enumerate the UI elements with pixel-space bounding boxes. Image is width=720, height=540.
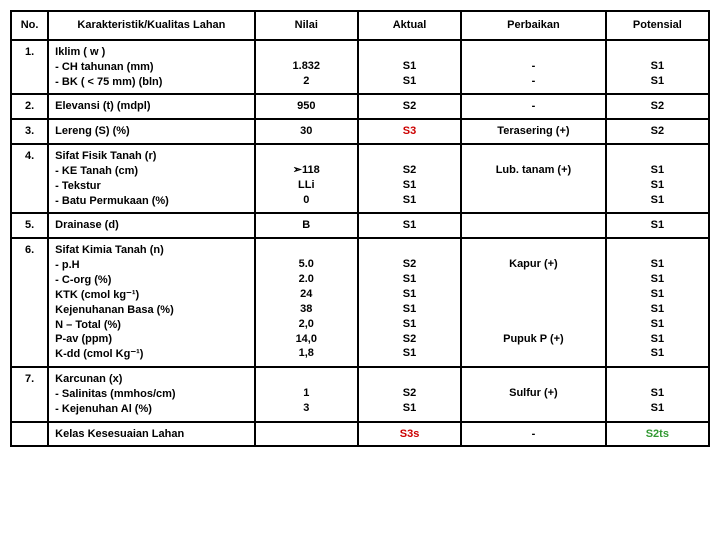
cell-perbaikan (461, 213, 606, 238)
cell-nilai: B (255, 213, 358, 238)
cell-no: 2. (11, 94, 48, 119)
cell-perbaikan: Sulfur (+) (461, 367, 606, 422)
cell-perbaikan: Lub. tanam (+) (461, 144, 606, 213)
cell-potensial: S2ts (606, 422, 709, 447)
table-row: 2. Elevansi (t) (mdpl) 950 S2 - S2 (11, 94, 709, 119)
cell-aktual: S2 (358, 94, 461, 119)
header-potensial: Potensial (606, 11, 709, 40)
cell-nilai: 1 3 (255, 367, 358, 422)
cell-aktual: S2 S1 S1 (358, 144, 461, 213)
cell-potensial: S2 (606, 94, 709, 119)
cell-kar: Sifat Fisik Tanah (r) - KE Tanah (cm) - … (48, 144, 255, 213)
cell-nilai: 950 (255, 94, 358, 119)
table-row: 7. Karcunan (x) - Salinitas (mmhos/cm) -… (11, 367, 709, 422)
header-karakteristik: Karakteristik/Kualitas Lahan (48, 11, 255, 40)
cell-kar: Drainase (d) (48, 213, 255, 238)
cell-aktual: S3 (358, 119, 461, 144)
table-row: 1. Iklim ( w ) - CH tahunan (mm) - BK ( … (11, 40, 709, 95)
cell-no: 1. (11, 40, 48, 95)
table-row: 5. Drainase (d) B S1 S1 (11, 213, 709, 238)
cell-no (11, 422, 48, 447)
table-row: 6. Sifat Kimia Tanah (n) - p.H - C-org (… (11, 238, 709, 367)
cell-no: 4. (11, 144, 48, 213)
table-row: 3. Lereng (S) (%) 30 S3 Terasering (+) S… (11, 119, 709, 144)
cell-aktual: S2 S1 (358, 367, 461, 422)
header-nilai: Nilai (255, 11, 358, 40)
cell-perbaikan: - (461, 422, 606, 447)
cell-perbaikan: - - (461, 40, 606, 95)
cell-potensial: S1 S1 (606, 367, 709, 422)
cell-aktual: S1 (358, 213, 461, 238)
cell-nilai: ➢118 LLi 0 (255, 144, 358, 213)
cell-nilai (255, 422, 358, 447)
cell-no: 6. (11, 238, 48, 367)
cell-nilai: 5.0 2.0 24 38 2,0 14,0 1,8 (255, 238, 358, 367)
cell-perbaikan: Kapur (+) Pupuk P (+) (461, 238, 606, 367)
cell-no: 3. (11, 119, 48, 144)
cell-perbaikan: - (461, 94, 606, 119)
header-perbaikan: Perbaikan (461, 11, 606, 40)
cell-kar: Lereng (S) (%) (48, 119, 255, 144)
cell-perbaikan: Terasering (+) (461, 119, 606, 144)
header-no: No. (11, 11, 48, 40)
cell-kar: Sifat Kimia Tanah (n) - p.H - C-org (%) … (48, 238, 255, 367)
cell-aktual: S2 S1 S1 S1 S1 S2 S1 (358, 238, 461, 367)
table-row: Kelas Kesesuaian Lahan S3s - S2ts (11, 422, 709, 447)
table-header-row: No. Karakteristik/Kualitas Lahan Nilai A… (11, 11, 709, 40)
land-suitability-table: No. Karakteristik/Kualitas Lahan Nilai A… (10, 10, 710, 447)
cell-kar: Iklim ( w ) - CH tahunan (mm) - BK ( < 7… (48, 40, 255, 95)
cell-kar: Karcunan (x) - Salinitas (mmhos/cm) - Ke… (48, 367, 255, 422)
cell-no: 7. (11, 367, 48, 422)
table-row: 4. Sifat Fisik Tanah (r) - KE Tanah (cm)… (11, 144, 709, 213)
cell-potensial: S1 (606, 213, 709, 238)
cell-nilai: 30 (255, 119, 358, 144)
cell-potensial: S2 (606, 119, 709, 144)
cell-kar: Elevansi (t) (mdpl) (48, 94, 255, 119)
cell-aktual: S3s (358, 422, 461, 447)
cell-aktual: S1 S1 (358, 40, 461, 95)
header-aktual: Aktual (358, 11, 461, 40)
cell-no: 5. (11, 213, 48, 238)
cell-potensial: S1 S1 S1 S1 S1 S1 S1 (606, 238, 709, 367)
cell-potensial: S1 S1 (606, 40, 709, 95)
cell-nilai: 1.832 2 (255, 40, 358, 95)
cell-kar: Kelas Kesesuaian Lahan (48, 422, 255, 447)
cell-potensial: S1 S1 S1 (606, 144, 709, 213)
